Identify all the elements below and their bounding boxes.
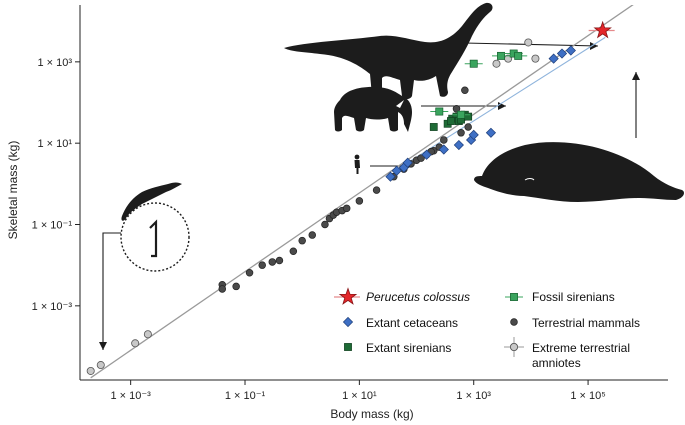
- y-axis-label: Skeletal mass (kg): [6, 141, 20, 240]
- point-cetaceans-3: [402, 157, 413, 168]
- point-extreme-4: [492, 59, 501, 68]
- point-terrestrial-10: [321, 220, 329, 229]
- point-sirenians-7: [464, 112, 473, 121]
- point-cetaceans-12: [565, 45, 576, 56]
- y-tick-label-1: 1 × 10⁻¹: [32, 220, 73, 232]
- elephant-silhouette: [334, 86, 412, 132]
- point-extreme-7: [531, 54, 540, 63]
- x-tick-label-4: 1 × 10⁵: [570, 390, 605, 402]
- point-terrestrial-6: [275, 256, 284, 265]
- point-perucetus-0: [588, 20, 615, 39]
- human-silhouette: [354, 154, 360, 174]
- point-terrestrial-29: [464, 123, 472, 131]
- point-sirenians-0: [429, 123, 438, 131]
- point-cetaceans-1: [391, 165, 402, 176]
- y-tick-label-2: 1 × 10¹: [37, 138, 72, 150]
- point-terrestrial-9: [308, 231, 317, 239]
- legend-label-sirenians: Extant sirenians: [366, 341, 451, 355]
- point-cetaceans-8: [468, 129, 479, 140]
- point-terrestrial-30: [452, 105, 461, 113]
- point-terrestrial-28: [457, 129, 465, 137]
- data-points: [86, 20, 615, 375]
- point-cetaceans-0: [385, 171, 396, 182]
- point-cetaceans-9: [485, 127, 497, 138]
- x-tick-label-2: 1 × 10¹: [342, 390, 377, 402]
- legend-marker-terrestrial: [510, 318, 518, 326]
- legend-label-terrestrial: Terrestrial mammals: [532, 316, 640, 330]
- point-fossil-3: [491, 51, 510, 60]
- legend-marker-extreme: [504, 337, 524, 357]
- legend-marker-sirenians: [344, 343, 352, 351]
- point-terrestrial-8: [298, 236, 306, 245]
- point-terrestrial-1: [218, 285, 227, 293]
- point-cetaceans-5: [438, 144, 449, 155]
- coin-illustration: [120, 202, 190, 272]
- point-extreme-0: [86, 366, 95, 375]
- legend-marker-perucetus: [334, 287, 360, 305]
- legend-label-extreme: Extreme terrestrial amniotes: [532, 341, 630, 370]
- point-fossil-1: [452, 110, 471, 119]
- point-extreme-1: [96, 361, 105, 370]
- point-sirenians-8: [447, 117, 455, 125]
- point-terrestrial-3: [245, 269, 254, 277]
- point-extreme-6: [524, 38, 533, 47]
- point-extreme-3: [143, 330, 152, 339]
- legend-label-cetaceans: Extant cetaceans: [366, 316, 458, 330]
- x-tick-label-1: 1 × 10⁻¹: [225, 390, 266, 402]
- point-fossil-0: [430, 107, 449, 116]
- x-axis-label: Body mass (kg): [330, 407, 413, 421]
- legend-marker-cetaceans: [342, 316, 354, 328]
- point-fossil-2: [464, 59, 483, 68]
- legend-marker-fossil: [505, 293, 523, 301]
- y-tick-label-3: 1 × 10³: [37, 57, 72, 69]
- legend: Perucetus colossus Extant cetaceans Exta…: [334, 287, 640, 370]
- x-tick-label-3: 1 × 10³: [456, 390, 491, 402]
- point-cetaceans-10: [548, 53, 559, 64]
- point-cetaceans-11: [556, 48, 568, 59]
- point-fossil-5: [509, 51, 528, 60]
- point-terrestrial-4: [258, 261, 266, 269]
- pointer-arrows: [99, 42, 640, 350]
- x-tick-label-0: 1 × 10⁻³: [110, 390, 151, 402]
- shrew-silhouette: [121, 182, 182, 221]
- point-terrestrial-24: [417, 154, 425, 162]
- point-cetaceans-4: [421, 149, 432, 160]
- y-tick-label-0: 1 × 10⁻³: [32, 301, 73, 313]
- point-terrestrial-16: [355, 197, 364, 205]
- axes: [79, 5, 668, 381]
- point-cetaceans-6: [453, 139, 464, 151]
- legend-label-perucetus: Perucetus colossus: [366, 290, 470, 304]
- legend-label-fossil: Fossil sirenians: [532, 290, 615, 304]
- silhouettes: [120, 2, 684, 272]
- sauropod-silhouette: [284, 2, 493, 99]
- point-terrestrial-7: [289, 247, 298, 255]
- point-extreme-2: [131, 339, 140, 348]
- point-terrestrial-31: [461, 86, 469, 95]
- point-terrestrial-27: [440, 136, 448, 144]
- point-terrestrial-17: [372, 186, 381, 194]
- point-terrestrial-5: [268, 258, 277, 266]
- point-terrestrial-15: [342, 204, 351, 213]
- perucetus-silhouette: [474, 142, 684, 202]
- tick-labels: 1 × 10⁻³ 1 × 10⁻¹ 1 × 10¹ 1 × 10³ 1 × 10⁵ 1 ×…: [32, 57, 606, 402]
- point-terrestrial-2: [232, 282, 240, 291]
